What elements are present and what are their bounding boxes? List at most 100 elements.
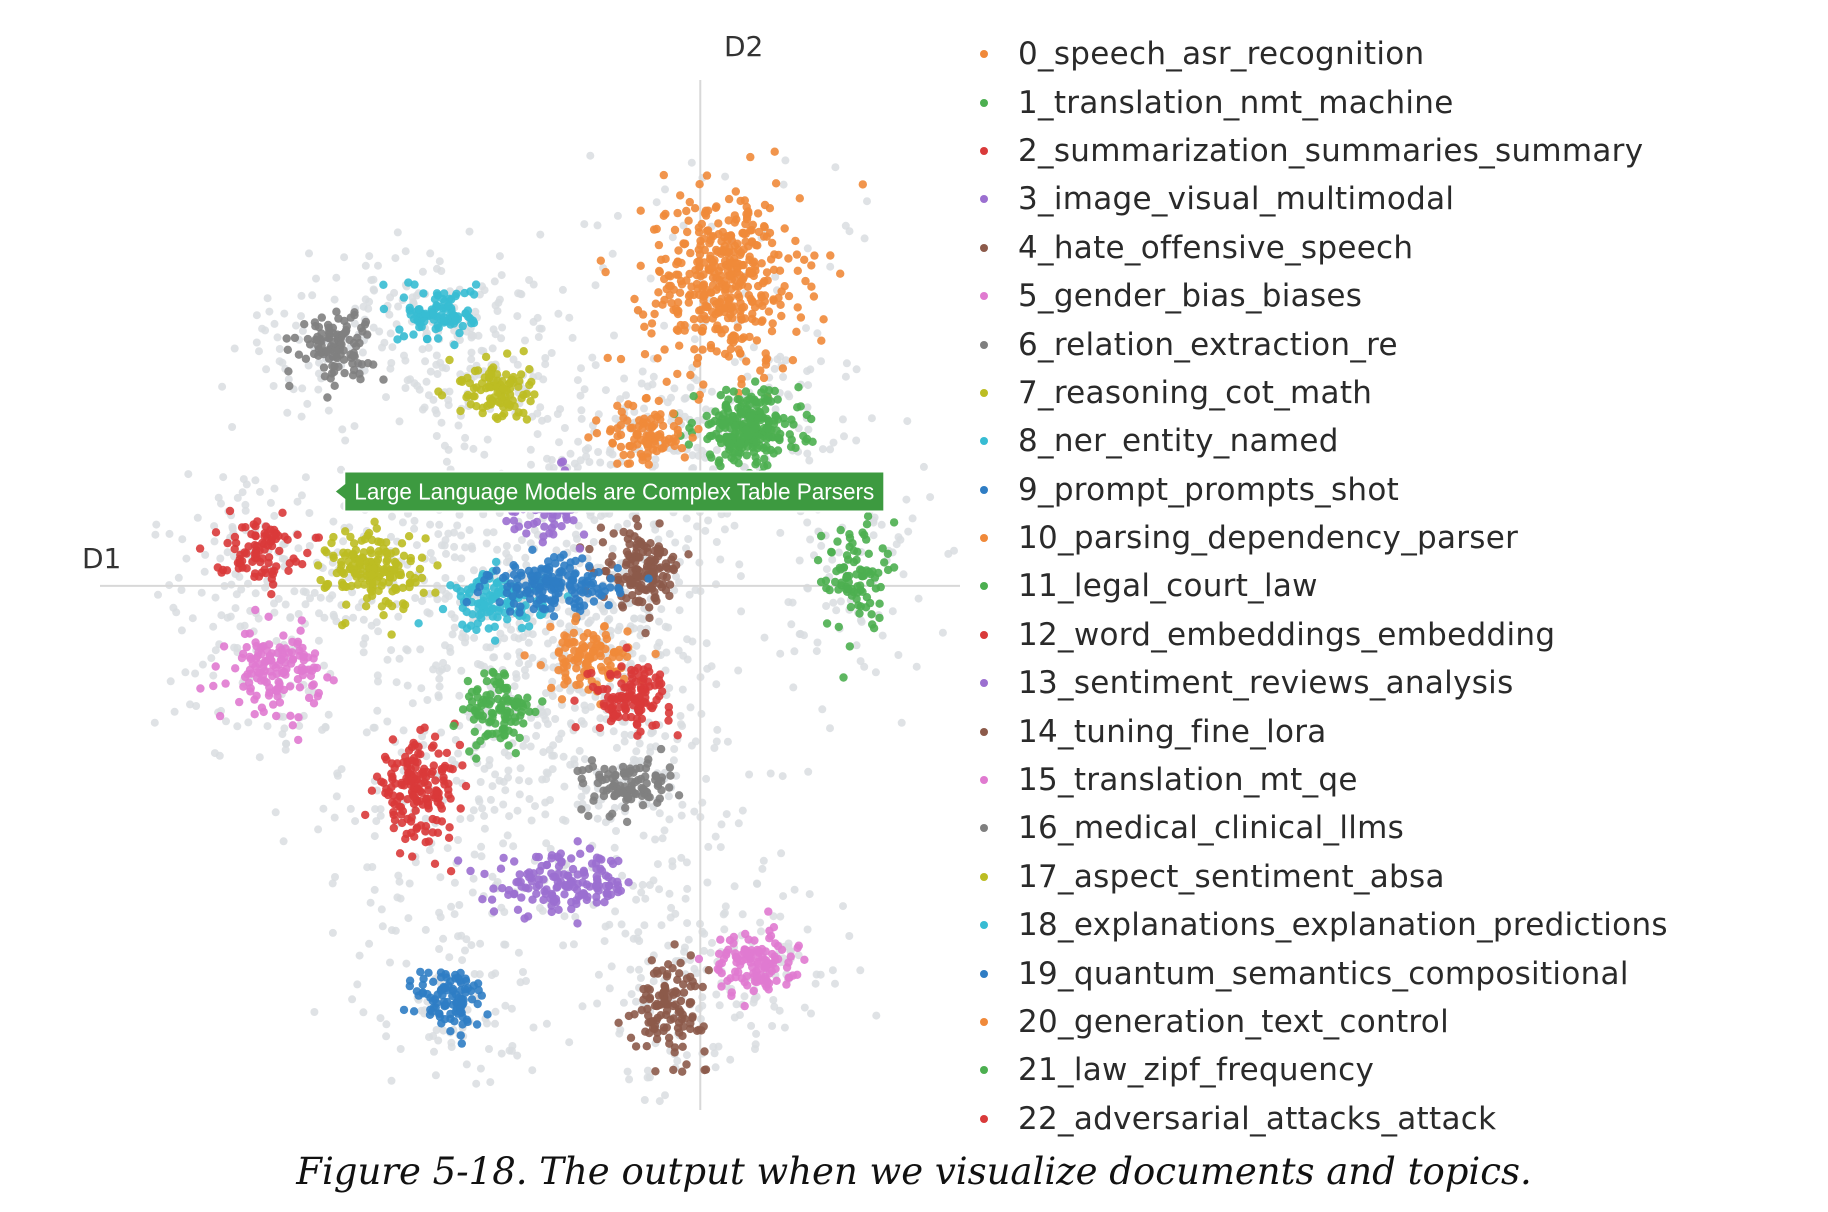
topic-point[interactable] (434, 323, 443, 332)
topic-point[interactable] (391, 559, 401, 568)
topic-point[interactable] (536, 661, 545, 670)
topic-point[interactable] (751, 377, 760, 386)
topic-point[interactable] (601, 871, 611, 880)
topic-point[interactable] (260, 658, 269, 667)
topic-point[interactable] (522, 613, 531, 623)
topic-point[interactable] (257, 703, 267, 712)
topic-point[interactable] (772, 976, 781, 985)
topic-point[interactable] (299, 665, 309, 674)
topic-point[interactable] (700, 1047, 709, 1056)
topic-point[interactable] (409, 791, 418, 801)
topic-point[interactable] (603, 888, 612, 898)
topic-point[interactable] (611, 790, 620, 799)
topic-point[interactable] (235, 697, 244, 707)
topic-point[interactable] (622, 643, 631, 652)
topic-point[interactable] (473, 999, 482, 1009)
topic-point[interactable] (353, 580, 362, 589)
topic-point[interactable] (858, 180, 867, 189)
topic-point[interactable] (391, 584, 400, 593)
topic-point[interactable] (654, 991, 664, 1000)
topic-point[interactable] (617, 691, 626, 701)
topic-point[interactable] (670, 940, 679, 949)
topic-point[interactable] (514, 382, 523, 391)
topic-point[interactable] (740, 948, 749, 957)
topic-point[interactable] (294, 350, 304, 359)
topic-point[interactable] (695, 250, 705, 259)
topic-point[interactable] (763, 461, 772, 470)
topic-point[interactable] (445, 355, 454, 365)
topic-point[interactable] (476, 385, 485, 395)
topic-point[interactable] (729, 387, 738, 396)
topic-point[interactable] (700, 209, 710, 218)
topic-point[interactable] (381, 597, 390, 606)
topic-point[interactable] (419, 588, 428, 597)
topic-point[interactable] (611, 711, 620, 720)
topic-point[interactable] (614, 583, 623, 593)
topic-point[interactable] (697, 219, 706, 229)
topic-point[interactable] (512, 585, 521, 594)
topic-point[interactable] (664, 708, 674, 718)
topic-point[interactable] (458, 1020, 467, 1029)
topic-point[interactable] (654, 240, 664, 250)
topic-point[interactable] (486, 697, 496, 706)
topic-point[interactable] (549, 872, 558, 881)
topic-point[interactable] (757, 944, 767, 954)
topic-point[interactable] (675, 1028, 684, 1037)
topic-point[interactable] (760, 200, 770, 210)
topic-point[interactable] (613, 564, 622, 573)
topic-point[interactable] (800, 255, 809, 264)
topic-point[interactable] (758, 316, 767, 325)
topic-point[interactable] (760, 291, 770, 300)
topic-point[interactable] (379, 375, 388, 384)
topic-point[interactable] (542, 564, 551, 574)
topic-point[interactable] (639, 785, 648, 794)
topic-point[interactable] (768, 959, 777, 969)
topic-point[interactable] (748, 258, 758, 268)
topic-point[interactable] (641, 628, 650, 638)
topic-point[interactable] (636, 206, 645, 215)
topic-point[interactable] (684, 440, 693, 449)
topic-point[interactable] (377, 777, 386, 786)
topic-point[interactable] (694, 228, 704, 237)
topic-point[interactable] (516, 711, 525, 720)
topic-point[interactable] (665, 763, 675, 772)
topic-point[interactable] (702, 302, 711, 312)
topic-point[interactable] (363, 330, 372, 339)
topic-point[interactable] (349, 338, 359, 348)
topic-point[interactable] (387, 759, 397, 768)
topic-point[interactable] (424, 786, 433, 795)
topic-point[interactable] (585, 544, 594, 554)
topic-point[interactable] (592, 853, 602, 862)
topic-point[interactable] (614, 1018, 623, 1027)
topic-point[interactable] (788, 356, 798, 365)
topic-point[interactable] (669, 1065, 678, 1075)
topic-point[interactable] (433, 561, 442, 570)
topic-point[interactable] (287, 648, 297, 657)
topic-point[interactable] (646, 1017, 655, 1027)
topic-point[interactable] (660, 996, 669, 1005)
topic-point[interactable] (553, 511, 562, 520)
topic-point[interactable] (324, 328, 334, 337)
topic-point[interactable] (319, 363, 329, 372)
topic-point[interactable] (484, 369, 494, 378)
topic-point[interactable] (542, 576, 551, 585)
topic-point[interactable] (690, 345, 699, 354)
topic-point[interactable] (613, 573, 623, 582)
topic-point[interactable] (672, 325, 682, 334)
topic-point[interactable] (480, 669, 489, 678)
scatter-plot[interactable]: D1 D2 Large Language Models are Complex … (0, 0, 1000, 1130)
topic-point[interactable] (573, 919, 582, 928)
topic-point[interactable] (632, 514, 641, 523)
topic-point[interactable] (708, 431, 717, 440)
topic-point[interactable] (734, 345, 743, 354)
topic-point[interactable] (416, 821, 426, 830)
topic-point[interactable] (294, 713, 303, 722)
topic-point[interactable] (411, 578, 420, 587)
topic-point[interactable] (501, 571, 510, 581)
topic-point[interactable] (727, 236, 737, 245)
topic-point[interactable] (387, 630, 396, 639)
topic-point[interactable] (792, 327, 801, 336)
topic-point[interactable] (398, 583, 408, 592)
topic-point[interactable] (391, 547, 400, 556)
topic-point[interactable] (463, 585, 472, 594)
